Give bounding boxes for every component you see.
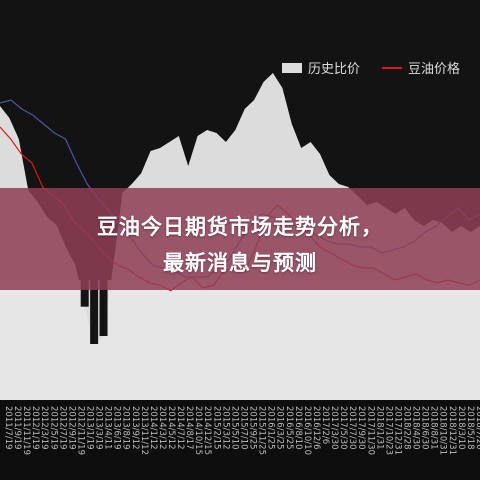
x-tick-label: 2018/3/10	[456, 406, 466, 450]
x-tick-label: 2015/2/15	[211, 406, 221, 450]
x-tick-label: 2014/12/15	[202, 406, 212, 455]
x-tick-label: 2014/3/12	[157, 406, 167, 450]
x-tick-label: 2016/10/10	[302, 406, 312, 455]
x-tick-label: 2012/5/19	[48, 406, 58, 450]
x-tick-label: 2018/5/18	[465, 406, 475, 450]
x-tick-label: 2015/7/10	[239, 406, 249, 450]
x-tick-label: 2013/9/12	[130, 406, 140, 450]
legend-label-price: 豆油价格	[408, 62, 461, 77]
x-tick-label: 2017/2/6	[320, 406, 330, 444]
x-tick-label: 2013/6/19	[112, 406, 122, 450]
x-tick-label: 2012/1/19	[30, 406, 40, 450]
x-tick-label: 2017/7/30	[347, 406, 357, 450]
x-tick-label: 2013/4/11	[103, 406, 113, 450]
x-tick-label: 2012/9/19	[66, 406, 76, 450]
history-ratio-negative-mark	[90, 280, 99, 344]
x-tick-label: 2012/11/19	[76, 406, 86, 455]
x-tick-label: 2017/12/31	[392, 406, 402, 455]
legend-label-history: 历史比价	[308, 62, 361, 77]
headline-line-2: 最新消息与预测	[163, 251, 317, 275]
x-tick-label: 2018/1/31	[374, 406, 384, 450]
x-tick-label: 2018/7/26	[474, 406, 480, 450]
plot-baseline-panel	[0, 280, 480, 400]
x-axis-band	[0, 400, 480, 480]
x-tick-label: 2017/9/30	[356, 406, 366, 450]
x-tick-label: 2017/10/23	[383, 406, 393, 455]
x-tick-label: 2016/1/25	[266, 406, 276, 450]
x-tick-label: 2016/12/6	[311, 406, 321, 450]
x-tick-label: 2017/5/30	[338, 406, 348, 450]
x-tick-label: 2018/12/31	[447, 406, 457, 455]
x-tick-label: 2016/8/10	[293, 406, 303, 450]
x-tick-label: 2013/3/19	[94, 406, 104, 450]
x-tick-label: 2011/11/19	[21, 406, 31, 455]
x-tick-label: 2015/5/10	[229, 406, 239, 450]
headline-banner	[0, 188, 480, 290]
x-tick-label: 2018/4/30	[411, 406, 421, 450]
x-tick-label: 2018/6/30	[420, 406, 430, 450]
x-tick-label: 2014/8/17	[184, 406, 194, 450]
x-tick-label: 2013/1/19	[85, 406, 95, 450]
headline-line-1: 豆油今日期货市场走势分析，	[97, 215, 383, 239]
history-ratio-negative-mark	[99, 280, 108, 336]
x-tick-label: 2018/2/28	[402, 406, 412, 450]
x-tick-label: 2016/3/25	[275, 406, 285, 450]
x-tick-label: 2015/3/12	[220, 406, 230, 450]
x-tick-label: 2012/3/19	[39, 406, 49, 450]
x-tick-label: 2011/7/19	[3, 406, 13, 450]
x-tick-label: 2018/10/31	[438, 406, 448, 455]
x-tick-label: 2014/1/12	[148, 406, 158, 450]
x-tick-label: 2011/9/19	[12, 406, 22, 450]
legend-swatch-history	[282, 62, 302, 73]
history-ratio-negative-mark	[80, 280, 89, 307]
x-tick-label: 2018/8/31	[429, 406, 439, 450]
chart-legend: 历史比价 豆油价格	[282, 58, 460, 77]
x-tick-label: 2012/7/19	[57, 406, 67, 450]
x-tick-label: 2016/5/25	[284, 406, 294, 450]
x-tick-label: 2014/10/15	[193, 406, 203, 455]
x-tick-label: 2015/11/25	[257, 406, 267, 455]
x-tick-layer: 2011/7/19 2011/9/19 2011/11/19 2012/1/19 201…	[0, 400, 480, 480]
x-tick-label: 2013/8/19	[121, 406, 131, 450]
x-tick-label: 2017/3/30	[329, 406, 339, 450]
x-tick-label: 2015/9/25	[248, 406, 258, 450]
x-tick-label: 2017/11/30	[365, 406, 375, 455]
x-tick-label: 2014/7/12	[175, 406, 185, 450]
x-tick-label: 2013/11/12	[139, 406, 149, 455]
legend-swatch-price	[382, 66, 403, 69]
x-tick-label: 2014/5/12	[166, 406, 176, 450]
